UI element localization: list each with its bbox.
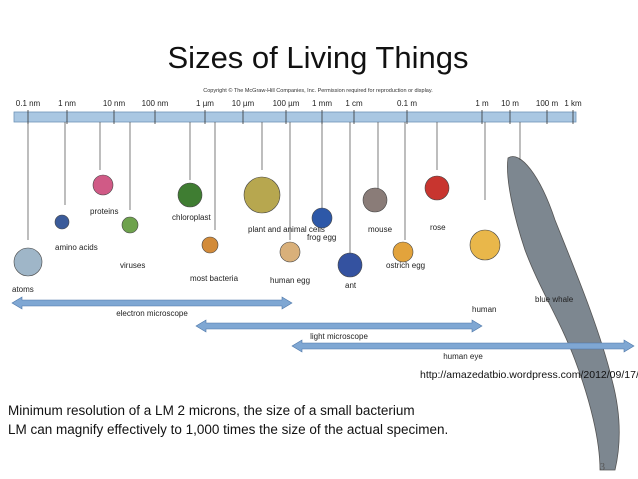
organism-icon [392,241,414,263]
organism-icon [362,187,388,213]
scale-label: 10 m [501,99,519,108]
scale-label: 0.1 nm [16,99,41,108]
organism-icon [311,207,333,229]
item-label: ostrich egg [386,261,425,270]
organism-icon [243,176,281,214]
organism-icon [177,182,203,208]
organism-icon [201,236,219,254]
item-label: mouse [368,225,393,234]
whale-icon [507,156,620,471]
range-arrow [195,319,483,333]
scale-label: 1 m [475,99,489,108]
scale-label: 10 µm [232,99,255,108]
scale-label: 100 m [536,99,559,108]
scale-label: 1 km [564,99,582,108]
source-url: http://amazedatbio.wordpress.com/2012/09… [420,369,638,381]
item-label: ant [345,281,357,290]
item-label: atoms [12,285,34,294]
item-label: chloroplast [172,213,211,222]
organism-icon [54,214,70,230]
organism-icon [469,229,501,261]
item-label: proteins [90,207,118,216]
organism-icon [121,216,139,234]
range-label: human eye [443,352,483,361]
scale-label: 1 nm [58,99,76,108]
note: LM can magnify effectively to 1,000 time… [8,422,448,437]
organism-icon [13,247,43,277]
item-label: frog egg [307,233,336,242]
scale-bar [13,111,577,123]
scale-label: 0.1 m [397,99,417,108]
range-label: electron microscope [116,309,188,318]
scale-label: 1 mm [312,99,332,108]
item-label: human egg [270,276,310,285]
range-arrow [11,296,293,310]
organism-icon [279,241,301,263]
slide-title: Sizes of Living Things [168,40,469,75]
page-number: 3 [600,462,605,473]
item-label: viruses [120,261,145,270]
item-label: human [472,305,496,314]
range-label: light microscope [310,332,368,341]
organism-icon [424,175,450,201]
scale-label: 1 µm [196,99,214,108]
item-label: plant and animal cells [248,225,325,234]
scale-label: 10 nm [103,99,126,108]
item-label: blue whale [535,295,574,304]
scale-label: 1 cm [345,99,363,108]
scale-label: 100 nm [142,99,169,108]
note: Minimum resolution of a LM 2 microns, th… [8,403,415,418]
item-label: rose [430,223,446,232]
organism-icon [337,252,363,278]
item-label: most bacteria [190,274,239,283]
organism-icon [92,174,114,196]
copyright: Copyright © The McGraw-Hill Companies, I… [203,87,433,94]
item-label: amino acids [55,243,98,252]
range-arrow [291,339,635,353]
scale-label: 100 µm [273,99,300,108]
